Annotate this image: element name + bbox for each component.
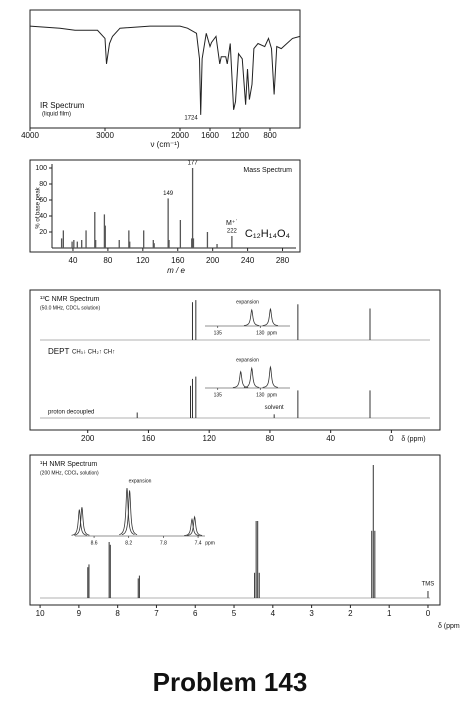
inset-unit: ppm	[205, 540, 215, 546]
x-axis-label: δ (ppm)	[401, 436, 425, 443]
x-tick-label: 160	[142, 434, 156, 443]
chart-subtitle: (200 MHz, CDCl₃ solution)	[40, 470, 99, 476]
inset-peak	[119, 487, 135, 536]
x-tick-label: 200	[81, 434, 95, 443]
inset-tick-label: 8.6	[91, 540, 98, 546]
y-tick-label: 80	[39, 181, 47, 188]
chart-subtitle: (liquid film)	[42, 112, 71, 118]
peak-label: 177	[188, 161, 199, 167]
x-tick-label: 9	[77, 609, 82, 618]
x-axis-label: m / e	[167, 266, 185, 275]
x-tick-label: 120	[136, 256, 150, 265]
inset-title: expansion	[236, 357, 259, 363]
x-tick-label: 40	[69, 256, 78, 265]
x-axis-label: δ (ppm)	[438, 623, 460, 630]
molecular-ion-label: M⁺˙	[226, 219, 238, 227]
inset-peak	[74, 507, 90, 536]
y-tick-label: 40	[39, 213, 47, 220]
inset-title: expansion	[129, 478, 152, 484]
x-tick-label: 240	[241, 256, 255, 265]
ms-frame	[29, 159, 301, 253]
inset-peak	[184, 517, 200, 536]
chart-title: ¹³C NMR Spectrum	[40, 296, 100, 303]
formula: C₁₂H₁₄O₄	[245, 228, 291, 240]
x-tick-label: 1600	[201, 131, 219, 140]
inset-tick-label: 8.2	[125, 540, 132, 546]
inset-tick-label: 7.8	[160, 540, 167, 546]
inset-title: expansion	[236, 299, 259, 305]
x-tick-label: 0	[426, 609, 431, 618]
x-axis-label: ν (cm⁻¹)	[150, 140, 179, 149]
x-tick-label: 4	[271, 609, 276, 618]
x-tick-label: 1200	[231, 131, 249, 140]
inset-peak	[121, 490, 138, 536]
x-tick-label: 280	[276, 256, 290, 265]
peak-annotation: solvent	[265, 405, 284, 411]
inset-peak	[262, 307, 278, 326]
ir-frame	[29, 9, 301, 129]
chart-title: Mass Spectrum	[243, 167, 292, 174]
y-tick-label: 100	[35, 165, 47, 172]
x-tick-label: 3000	[96, 131, 114, 140]
x-tick-label: 80	[103, 256, 112, 265]
chart-title: ¹H NMR Spectrum	[40, 461, 97, 468]
peak-label: 149	[163, 191, 174, 197]
x-tick-label: 1	[387, 609, 392, 618]
x-tick-label: 8	[115, 609, 120, 618]
chart-subtitle: (50.0 MHz, CDCl₃ solution)	[40, 305, 100, 311]
inset-unit: ppm	[267, 330, 277, 336]
dept-legend: CH₃↓ CH₂↑ CH↑	[72, 350, 115, 356]
inset-peak	[232, 370, 249, 388]
ir-trace	[29, 25, 301, 115]
x-tick-label: 800	[263, 131, 277, 140]
series-label: proton decoupled	[48, 410, 94, 416]
x-tick-label: 0	[389, 434, 394, 443]
inset-unit: ppm	[267, 392, 277, 398]
x-tick-label: 40	[326, 434, 335, 443]
inset-peak	[186, 515, 203, 536]
c13-frame	[29, 289, 441, 431]
x-tick-label: 4000	[21, 131, 39, 140]
x-tick-label: 3	[309, 609, 314, 618]
peak-label: 1724	[184, 116, 198, 122]
inset-tick-label: 135	[214, 330, 223, 336]
x-tick-label: 6	[193, 609, 198, 618]
h1-frame	[29, 454, 441, 606]
y-axis-label: % of base peak	[36, 186, 42, 228]
y-tick-label: 60	[39, 197, 47, 204]
inset-tick-label: 135	[214, 392, 223, 398]
x-tick-label: 5	[232, 609, 237, 618]
x-tick-label: 120	[203, 434, 217, 443]
inset-peak	[243, 308, 260, 326]
x-tick-label: 200	[206, 256, 220, 265]
x-tick-label: 10	[36, 609, 45, 618]
x-tick-label: 7	[154, 609, 159, 618]
page-title: Problem 143	[153, 667, 308, 697]
inset-peak	[262, 365, 278, 388]
inset-tick-label: 130	[256, 330, 265, 336]
peak-label: 222	[227, 229, 238, 235]
x-tick-label: 2	[348, 609, 353, 618]
inset-peak	[243, 366, 260, 388]
inset-peak	[71, 509, 87, 536]
chart-title: IR Spectrum	[40, 101, 85, 110]
x-tick-label: 80	[265, 434, 274, 443]
series-label: DEPT	[48, 347, 69, 356]
inset-tick-label: 7.4	[195, 540, 202, 546]
x-tick-label: 160	[171, 256, 185, 265]
x-tick-label: 2000	[171, 131, 189, 140]
inset-tick-label: 130	[256, 392, 265, 398]
peak-annotation: TMS	[422, 582, 435, 588]
y-tick-label: 20	[39, 229, 47, 236]
